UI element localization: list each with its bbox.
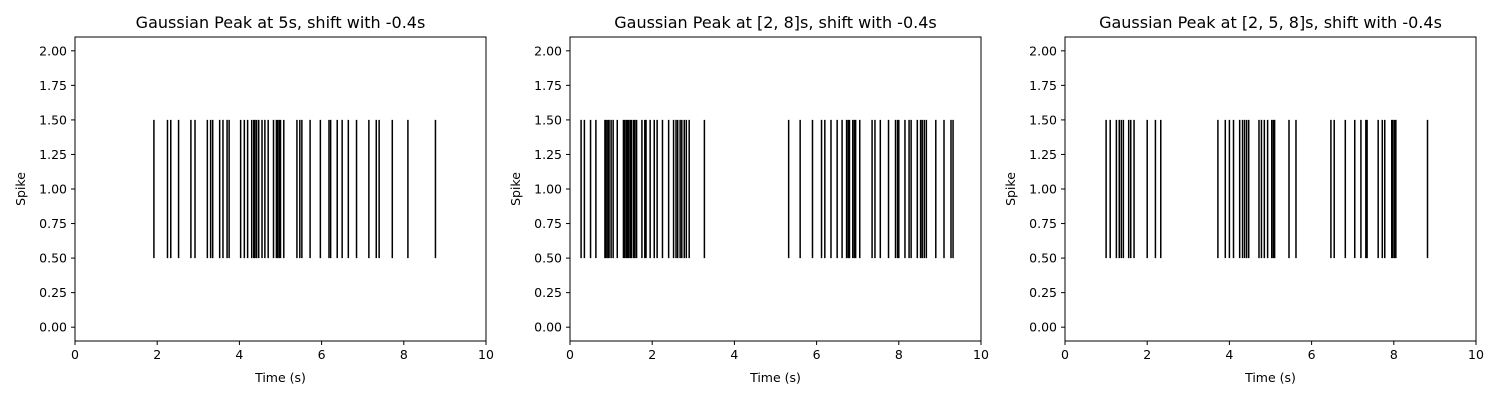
y-tick-label: 0.25 xyxy=(39,285,67,300)
x-axis-label: Time (s) xyxy=(254,370,306,385)
y-tick-label: 1.25 xyxy=(534,147,562,162)
y-tick-label: 0.75 xyxy=(1029,216,1057,231)
event-lines xyxy=(153,119,437,259)
chart-panel-1: 0 2 4 6 8 10 0.00 0.25 0.50 0.75 1.00 1.25 1.50 1.75 2… xyxy=(13,13,494,385)
y-tick-label: 1.75 xyxy=(1029,78,1057,93)
x-tick-label: 8 xyxy=(1390,347,1398,362)
x-tick-label: 0 xyxy=(71,347,79,362)
y-tick-label: 0.00 xyxy=(1029,320,1057,335)
y-tick-label: 1.25 xyxy=(1029,147,1057,162)
x-tick-label: 6 xyxy=(318,347,326,362)
x-tick-label: 2 xyxy=(1143,347,1151,362)
y-tick-label: 2.00 xyxy=(534,43,562,58)
x-tick-label: 6 xyxy=(813,347,821,362)
y-tick-label: 0.00 xyxy=(534,320,562,335)
chart-title: Gaussian Peak at [2, 8]s, shift with -0.… xyxy=(614,13,936,32)
y-tick-label: 0.00 xyxy=(39,320,67,335)
y-tick-label: 0.50 xyxy=(534,251,562,266)
y-tick-label: 0.75 xyxy=(39,216,67,231)
x-axis-label: Time (s) xyxy=(1244,370,1296,385)
chart-panel-3: 0 2 4 6 8 10 0.00 0.25 0.50 0.75 1.00 1.25 1.50 1.75 2… xyxy=(1003,13,1484,385)
y-tick-label: 0.50 xyxy=(1029,251,1057,266)
event-lines xyxy=(580,119,954,259)
axes-frame xyxy=(1064,36,1477,342)
y-tick-label: 0.25 xyxy=(1029,285,1057,300)
x-tick-label: 4 xyxy=(1225,347,1233,362)
y-tick-label: 0.50 xyxy=(39,251,67,266)
y-tick-label: 1.75 xyxy=(39,78,67,93)
y-tick-label: 0.25 xyxy=(534,285,562,300)
event-lines xyxy=(1105,119,1429,259)
y-tick-label: 1.50 xyxy=(534,112,562,127)
y-tick-label: 1.50 xyxy=(39,112,67,127)
x-tick-label: 0 xyxy=(1061,347,1069,362)
y-tick-label: 1.75 xyxy=(534,78,562,93)
x-tick-label: 4 xyxy=(235,347,243,362)
chart-panel-2: 0 2 4 6 8 10 0.00 0.25 0.50 0.75 1.00 1.25 1.50 1.75 2… xyxy=(508,13,989,385)
x-tick-label: 2 xyxy=(648,347,656,362)
y-tick-label: 1.25 xyxy=(39,147,67,162)
y-axis-label: Spike xyxy=(1003,172,1018,206)
y-tick-label: 1.00 xyxy=(534,182,562,197)
x-tick-label: 2 xyxy=(153,347,161,362)
x-axis-label: Time (s) xyxy=(749,370,801,385)
y-tick-label: 1.00 xyxy=(39,182,67,197)
x-tick-label: 0 xyxy=(566,347,574,362)
x-tick-label: 8 xyxy=(400,347,408,362)
x-tick-label: 10 xyxy=(478,347,494,362)
x-tick-label: 4 xyxy=(730,347,738,362)
y-tick-label: 0.75 xyxy=(534,216,562,231)
chart-title: Gaussian Peak at [2, 5, 8]s, shift with … xyxy=(1099,13,1442,32)
y-tick-label: 2.00 xyxy=(39,43,67,58)
y-tick-label: 2.00 xyxy=(1029,43,1057,58)
y-tick-label: 1.50 xyxy=(1029,112,1057,127)
x-tick-label: 10 xyxy=(973,347,989,362)
x-tick-label: 6 xyxy=(1308,347,1316,362)
x-tick-label: 10 xyxy=(1468,347,1484,362)
y-tick-label: 1.00 xyxy=(1029,182,1057,197)
y-axis-label: Spike xyxy=(13,172,28,206)
y-axis-label: Spike xyxy=(508,172,523,206)
chart-title: Gaussian Peak at 5s, shift with -0.4s xyxy=(136,13,426,32)
x-tick-label: 8 xyxy=(895,347,903,362)
